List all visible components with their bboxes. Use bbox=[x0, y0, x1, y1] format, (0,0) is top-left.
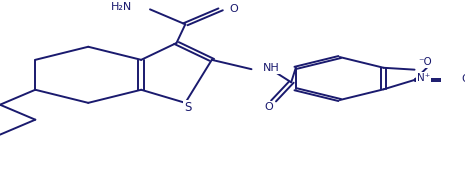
Text: ⁻O: ⁻O bbox=[418, 57, 432, 67]
Text: H₂N: H₂N bbox=[111, 2, 133, 13]
Text: O: O bbox=[461, 74, 465, 84]
Text: O: O bbox=[229, 4, 238, 14]
Text: N⁺: N⁺ bbox=[417, 73, 430, 83]
Text: S: S bbox=[184, 101, 191, 114]
Text: O: O bbox=[265, 102, 273, 112]
Text: NH: NH bbox=[263, 63, 279, 73]
